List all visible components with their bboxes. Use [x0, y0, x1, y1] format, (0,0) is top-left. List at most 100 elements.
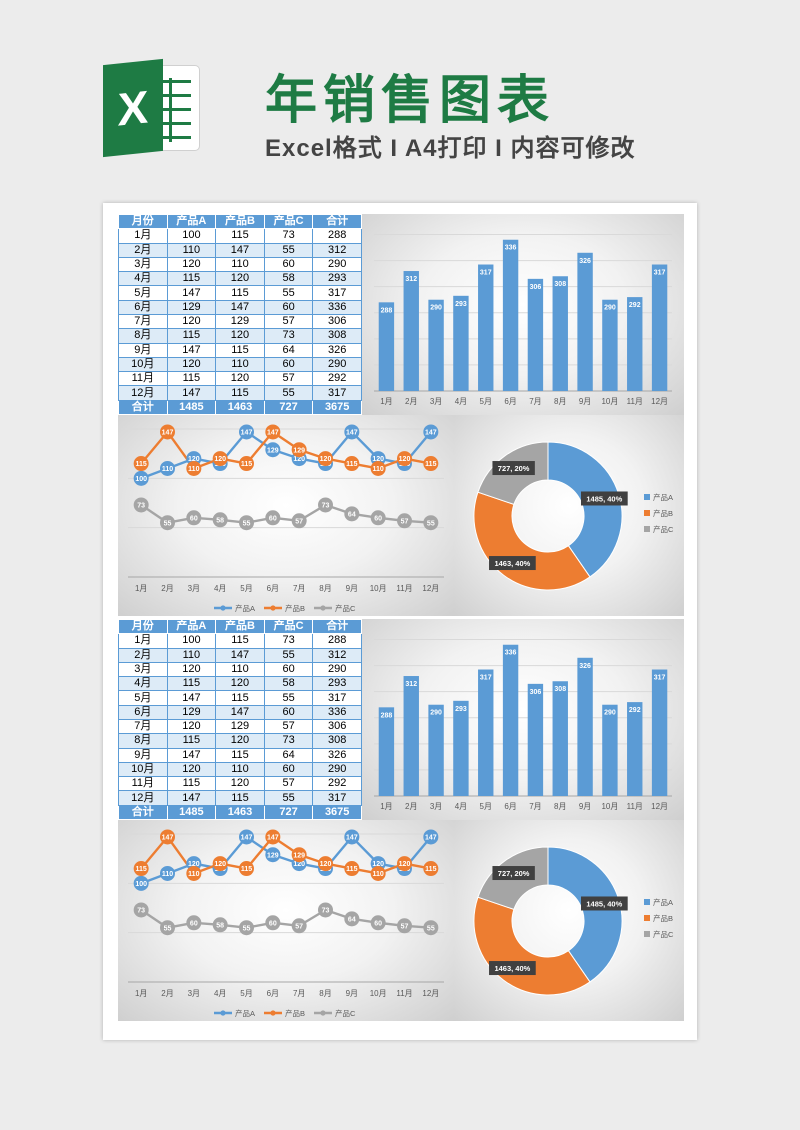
slice-data-label: 1485, 40%: [586, 899, 622, 908]
point-data-label: 129: [267, 852, 279, 859]
x-tick-label: 1月: [135, 989, 147, 998]
table-cell: 产品A: [166, 213, 217, 230]
data-point: [397, 918, 412, 934]
x-tick-label: 10月: [370, 584, 387, 593]
data-point: [265, 510, 281, 526]
point-data-label: 120: [399, 861, 411, 868]
legend-swatch: [644, 494, 650, 500]
bar: [602, 704, 618, 796]
data-point: [160, 865, 175, 881]
legend-swatch: [644, 915, 650, 921]
point-data-label: 100: [135, 476, 147, 483]
bar: [502, 239, 519, 391]
table-cell: 129: [215, 718, 265, 735]
table-row: 12月 147 115 55 317: [118, 790, 362, 806]
donut-slice: [473, 491, 591, 591]
x-tick-label: 1月: [380, 802, 392, 811]
table-cell: 312: [312, 242, 362, 258]
table-cell: 110: [215, 256, 265, 273]
data-point: [265, 847, 281, 863]
report-block-1: 月份 产品A 产品B 产品C 合计 1月 100 115 73 288 2月 110 147 55 312 3…: [118, 213, 684, 616]
bar: [428, 299, 444, 391]
bar: [627, 297, 643, 391]
table-cell: 147: [215, 299, 265, 315]
bar: [651, 264, 668, 391]
table-cell: 1485: [166, 399, 217, 416]
data-point: [160, 920, 175, 936]
table-cell: 120: [166, 761, 217, 778]
table-cell: 120: [166, 718, 217, 735]
page-title: 年销售图表: [265, 72, 556, 130]
table-row: 1月 100 115 73 288: [118, 228, 362, 244]
table-row: 1月 100 115 73 288: [118, 633, 362, 649]
x-tick-label: 5月: [480, 397, 492, 406]
table-row: 4月 115 120 58 293: [118, 676, 362, 692]
table-cell: 1月: [118, 633, 168, 649]
point-data-label: 57: [401, 923, 409, 930]
slice-data-label: 1463, 40%: [494, 964, 530, 973]
data-point: [318, 856, 333, 872]
bar-data-label: 326: [579, 258, 591, 265]
data-point: [291, 847, 307, 863]
table-cell: 147: [166, 790, 217, 806]
table-cell: 129: [166, 704, 217, 720]
x-tick-label: 10月: [370, 989, 387, 998]
table-row: 3月 120 110 60 290: [118, 256, 362, 273]
table-cell: 292: [312, 371, 362, 387]
point-data-label: 147: [346, 835, 358, 842]
data-point: [133, 902, 149, 918]
table-row: 3月 120 110 60 290: [118, 661, 362, 678]
table-cell: 5月: [118, 690, 168, 706]
slice-label-box: [580, 491, 628, 506]
point-data-label: 120: [399, 456, 411, 463]
data-point: [397, 856, 412, 872]
table-cell: 11月: [118, 371, 168, 387]
point-data-label: 129: [293, 447, 305, 454]
table-cell: 336: [312, 704, 362, 720]
point-data-label: 120: [320, 456, 332, 463]
point-data-label: 110: [162, 871, 173, 878]
point-data-label: 129: [267, 447, 279, 454]
table-cell: 64: [263, 747, 314, 763]
table-cell: 306: [312, 718, 362, 735]
donut-chart: 1485, 40% 1463, 40% 727, 20% 产品A 产品B 产品C: [473, 846, 674, 996]
bar: [577, 657, 593, 796]
table-cell: 115: [166, 676, 217, 692]
x-tick-label: 4月: [455, 802, 467, 811]
bar-chart: 288 1月 312 2月 290 3月 293 4月 317 5月 336 6月 306 7月 308 8月…: [374, 234, 672, 406]
legend-label: 产品A: [653, 897, 673, 907]
data-point: [239, 424, 254, 440]
table-cell: 110: [215, 356, 265, 373]
table-cell: 73: [263, 328, 314, 344]
x-tick-label: 12月: [422, 989, 439, 998]
table-cell: 290: [312, 356, 362, 373]
bar: [552, 276, 568, 391]
point-data-label: 60: [269, 515, 277, 522]
slice-label-box: [489, 556, 536, 571]
table-header-row: 月份 产品A 产品B 产品C 合计: [118, 618, 362, 635]
point-data-label: 115: [346, 461, 357, 468]
x-tick-label: 10月: [601, 802, 618, 811]
data-point: [186, 460, 202, 476]
data-point: [423, 515, 439, 531]
legend-label: 产品B: [285, 603, 305, 613]
donut-slice: [473, 896, 591, 996]
table-cell: 60: [263, 356, 314, 373]
table-cell: 55: [263, 385, 314, 401]
table-cell: 57: [263, 776, 314, 792]
data-point: [397, 451, 412, 467]
line-chart: 100 110 120 115 147 129 120 115 147 120 115 147 115 1…: [128, 424, 444, 613]
table-cell: 55: [263, 285, 314, 301]
page-subtitle: Excel格式 I A4打印 I 内容可修改: [265, 135, 636, 162]
table-cell: 147: [166, 285, 217, 301]
x-tick-label: 3月: [430, 397, 442, 406]
point-data-label: 110: [188, 871, 199, 878]
x-tick-label: 2月: [405, 397, 417, 406]
data-point: [344, 911, 360, 927]
table-cell: 合计: [312, 213, 362, 230]
table-cell: 115: [215, 747, 265, 763]
bar: [478, 264, 494, 391]
table-cell: 60: [263, 761, 314, 778]
x-tick-label: 11月: [396, 584, 412, 593]
data-point: [423, 829, 439, 845]
